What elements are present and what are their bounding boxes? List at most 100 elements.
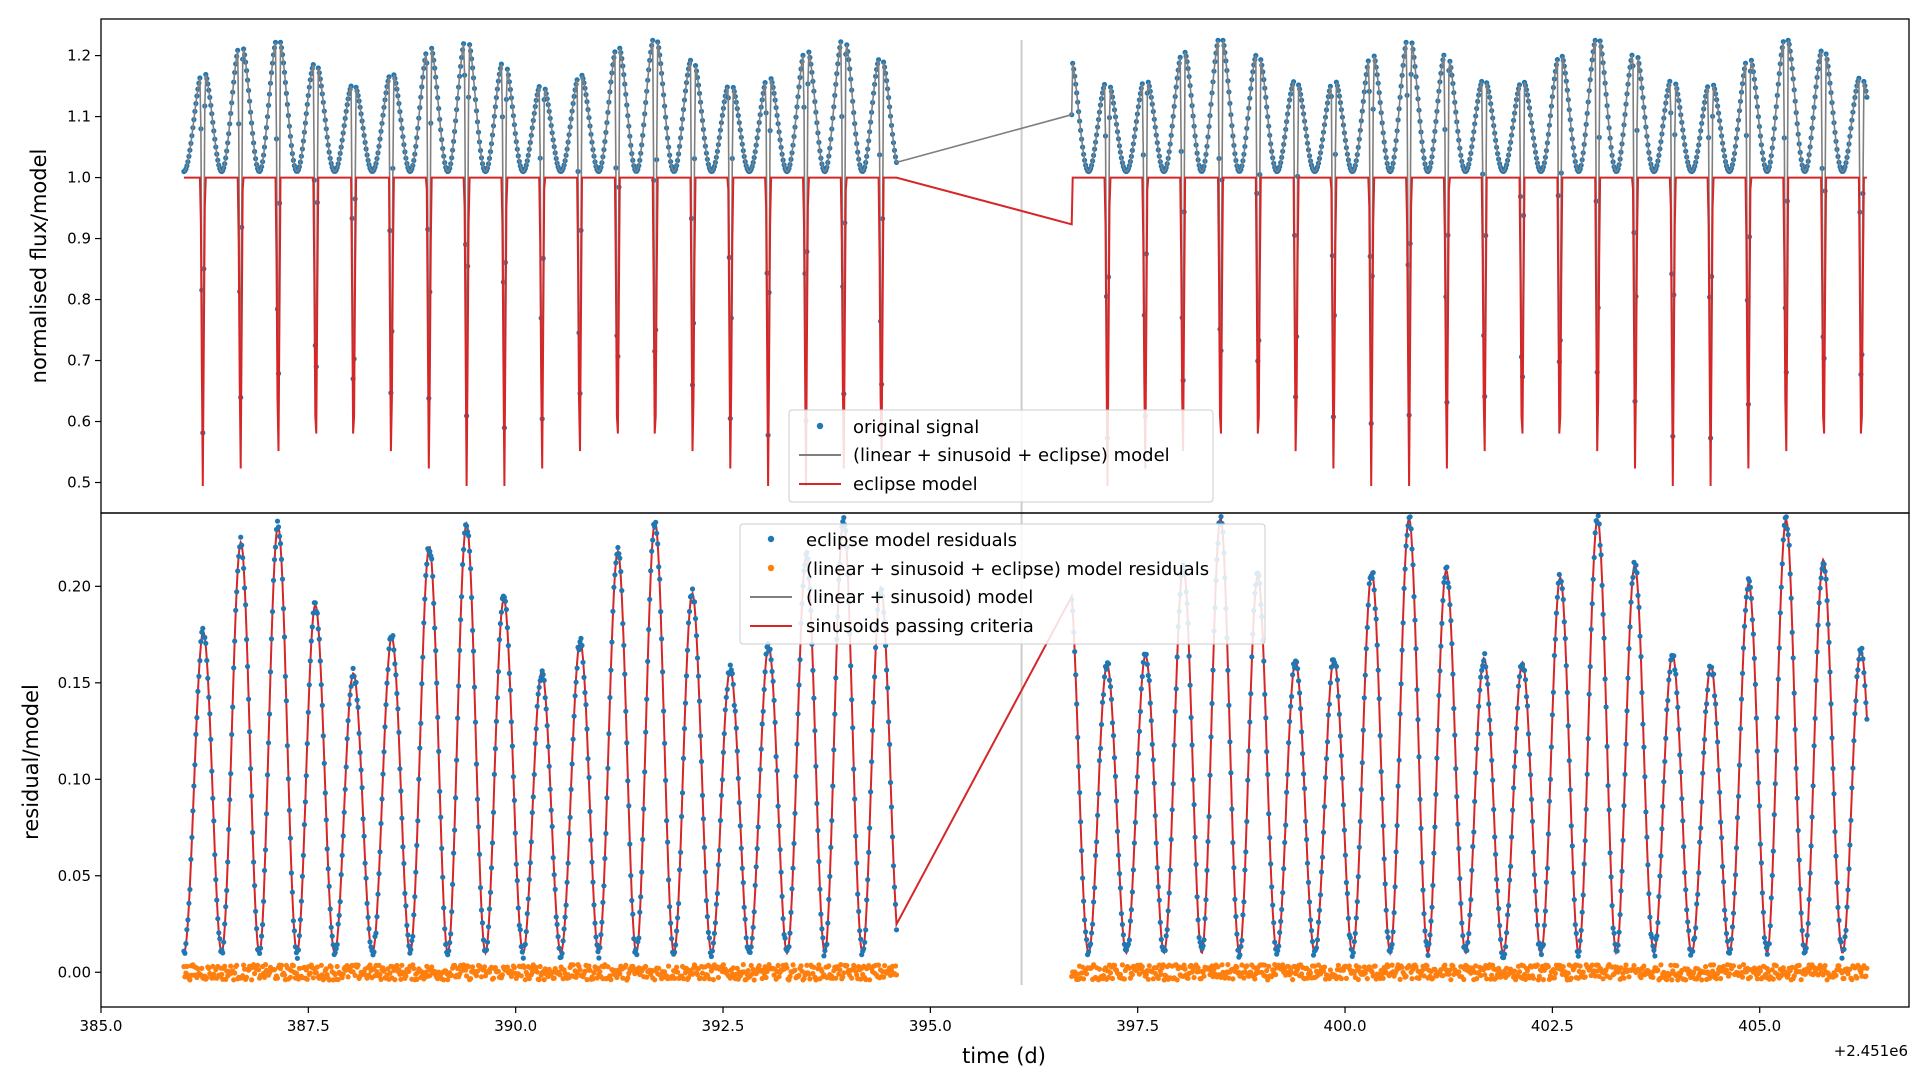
data-point — [422, 596, 428, 602]
data-point — [1300, 751, 1306, 757]
data-point — [700, 816, 707, 822]
data-point — [1681, 844, 1687, 850]
data-point — [804, 962, 810, 968]
data-point — [529, 810, 535, 816]
data-point — [1334, 677, 1340, 683]
data-point — [724, 686, 730, 692]
data-point — [1162, 947, 1168, 954]
data-point — [1445, 580, 1451, 586]
data-point — [840, 974, 846, 980]
data-point — [1101, 674, 1108, 680]
data-point — [1523, 694, 1530, 700]
y-tick-label: 0.9 — [67, 230, 91, 248]
data-point — [261, 898, 267, 905]
data-point — [1642, 774, 1648, 780]
data-point — [682, 970, 689, 976]
data-point — [1094, 839, 1100, 845]
data-point — [1321, 804, 1328, 810]
data-point — [1424, 963, 1430, 969]
y-tick-label: 1.2 — [67, 47, 91, 65]
data-point — [852, 964, 858, 970]
data-point — [1852, 711, 1858, 717]
data-point — [1512, 764, 1518, 770]
data-point — [1576, 948, 1582, 954]
data-point — [1665, 697, 1671, 704]
data-point — [1551, 975, 1557, 981]
data-point — [1399, 964, 1405, 970]
data-point — [701, 976, 708, 982]
data-point — [470, 648, 477, 654]
data-point — [1322, 775, 1329, 781]
data-point — [672, 949, 678, 955]
data-point — [623, 962, 629, 968]
data-point — [1361, 695, 1367, 701]
data-point — [1633, 562, 1639, 568]
data-point — [1674, 963, 1680, 969]
data-point — [263, 811, 270, 817]
data-point — [484, 939, 491, 945]
data-point — [1270, 902, 1276, 908]
data-point — [1089, 930, 1095, 936]
data-point — [554, 921, 560, 928]
data-point — [474, 796, 481, 802]
data-point — [1757, 841, 1763, 847]
data-point — [1373, 976, 1379, 982]
data-point — [784, 965, 790, 971]
data-point — [1721, 879, 1727, 885]
data-point — [620, 621, 626, 627]
data-point — [377, 849, 383, 855]
data-point — [717, 817, 724, 824]
data-point — [210, 963, 216, 969]
data-point — [1722, 907, 1728, 913]
data-point — [1106, 677, 1113, 683]
data-point — [649, 548, 655, 554]
data-point — [348, 683, 354, 689]
data-point — [1442, 962, 1448, 968]
data-point — [1556, 571, 1562, 578]
data-point — [505, 643, 511, 649]
data-point — [559, 950, 565, 957]
data-point — [629, 897, 635, 904]
data-point — [658, 609, 664, 615]
data-point — [1512, 968, 1518, 974]
data-point — [1164, 927, 1170, 933]
data-point — [471, 684, 478, 690]
data-point — [584, 977, 590, 983]
data-point — [1606, 807, 1612, 813]
data-point — [715, 862, 722, 868]
data-point — [1397, 976, 1403, 983]
data-point — [541, 677, 547, 684]
data-point — [1083, 929, 1089, 935]
data-point — [870, 727, 876, 734]
data-point — [760, 708, 766, 714]
y-tick-label: 0.20 — [58, 577, 91, 595]
data-point — [1679, 796, 1685, 802]
data-point — [332, 950, 338, 956]
data-point — [1231, 865, 1237, 871]
data-point — [413, 869, 419, 875]
data-point — [1769, 872, 1775, 879]
data-point — [1298, 706, 1304, 712]
data-point — [459, 594, 465, 600]
data-point — [1631, 963, 1637, 969]
data-point — [511, 797, 517, 804]
data-point — [1747, 974, 1753, 980]
data-point — [1321, 964, 1328, 970]
data-point — [1793, 765, 1799, 772]
data-point — [1841, 975, 1847, 982]
data-point — [1371, 587, 1377, 593]
data-point — [1755, 780, 1761, 786]
data-point — [239, 542, 245, 548]
x-tick-label: 397.5 — [1116, 1017, 1159, 1035]
data-point — [1129, 889, 1135, 895]
data-point — [1750, 631, 1756, 637]
data-point — [616, 551, 622, 557]
legend-marker-eclipse-residuals — [767, 535, 775, 543]
data-point — [1467, 912, 1473, 918]
legend-label-original-signal: original signal — [853, 417, 979, 438]
data-point — [1076, 763, 1082, 770]
data-point — [1502, 951, 1508, 957]
data-point — [1503, 944, 1509, 950]
data-point — [504, 964, 510, 970]
data-point — [523, 929, 529, 935]
